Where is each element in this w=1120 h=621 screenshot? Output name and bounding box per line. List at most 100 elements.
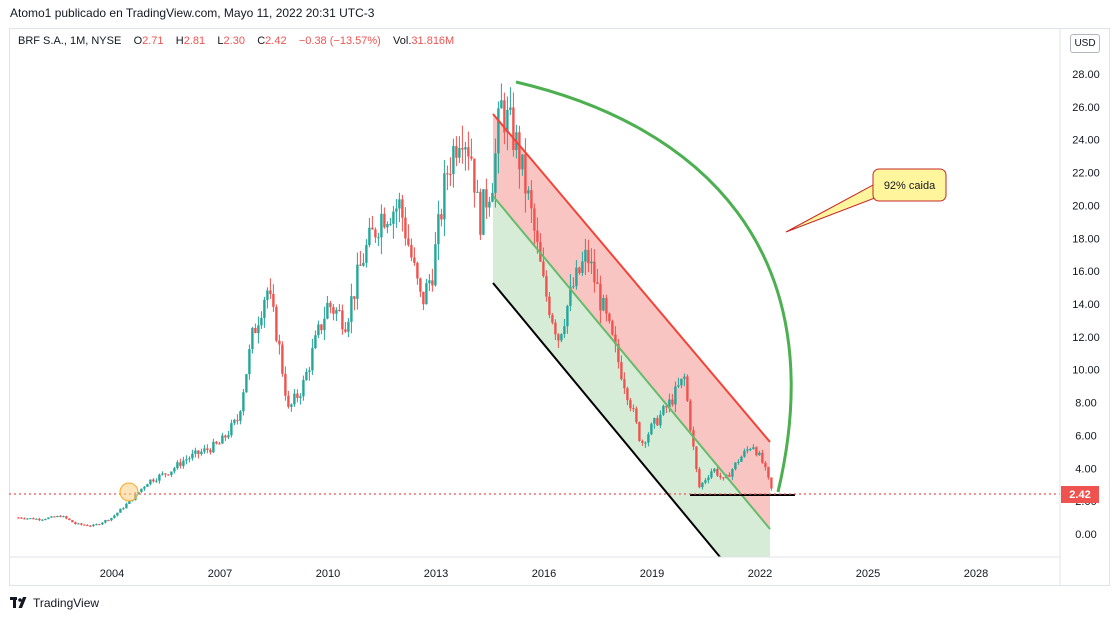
candle-body (668, 399, 671, 408)
candle-body (500, 100, 503, 109)
candle-body (242, 392, 245, 412)
candle-body (257, 325, 260, 334)
candle-body (170, 471, 173, 476)
candle-body (269, 290, 272, 295)
open-label: O (133, 35, 143, 47)
candle-body (716, 468, 719, 476)
y-tick-label: 24.00 (1072, 135, 1100, 147)
callout-text: 92% caida (884, 180, 936, 192)
candle-body (380, 213, 383, 238)
candle-body (671, 399, 674, 405)
y-tick-label: 4.00 (1075, 463, 1096, 475)
candle-body (326, 302, 329, 319)
candle-body (122, 508, 125, 510)
candle-body (347, 321, 350, 332)
y-tick-label: 12.00 (1072, 332, 1100, 344)
candle-body (149, 479, 152, 485)
candle-body (566, 305, 569, 327)
candle-body (659, 414, 662, 426)
candle-body (554, 322, 557, 335)
candle-body (194, 450, 197, 454)
candle-body (620, 362, 623, 380)
candle-body (17, 517, 20, 519)
candle-body (587, 249, 590, 264)
candle-body (44, 519, 47, 521)
candle-body (617, 344, 620, 363)
candle-body (128, 500, 131, 504)
volume-value: 31.816M (411, 35, 455, 47)
candle-body (284, 373, 287, 396)
candle-body (560, 334, 563, 341)
currency-button[interactable]: USD (1070, 34, 1100, 53)
candle-body (395, 208, 398, 212)
channel-upper-line (492, 113, 771, 443)
candle-body (308, 370, 311, 372)
candle-body (632, 408, 635, 410)
footer-brand[interactable]: TradingView (10, 596, 99, 610)
candle-body (683, 376, 686, 379)
candle-body (92, 524, 95, 526)
candle-body (446, 173, 449, 175)
highlight-circle (119, 482, 139, 502)
candle-body (161, 473, 164, 475)
candle-body (329, 302, 332, 308)
candles-layer (17, 83, 773, 527)
candle-body (344, 329, 347, 332)
candle-body (353, 296, 356, 299)
candle-body (23, 518, 26, 520)
candle-body (506, 109, 509, 133)
candle-body (155, 480, 158, 482)
candle-body (335, 309, 338, 314)
candle-body (551, 315, 554, 323)
candle-body (179, 462, 182, 466)
candle-body (470, 156, 473, 159)
footer-brand-text: TradingView (33, 596, 100, 610)
candle-body (581, 261, 584, 273)
candle-body (695, 446, 698, 470)
candle-body (737, 461, 740, 463)
candle-body (152, 479, 155, 482)
candle-body (443, 173, 446, 220)
candle-body (533, 208, 536, 231)
low-label: L (217, 35, 224, 47)
candle-body (557, 334, 560, 341)
candle-body (662, 405, 665, 415)
candle-body (302, 379, 305, 397)
candle-body (497, 108, 500, 154)
candle-body (458, 147, 461, 158)
candle-body (572, 286, 575, 288)
candle-body (245, 374, 248, 393)
candle-body (29, 518, 32, 520)
candle-body (146, 484, 149, 487)
candle-body (425, 283, 428, 305)
candle-body (710, 471, 713, 478)
last-price-tag (1061, 486, 1099, 503)
candle-body (374, 229, 377, 238)
x-tick-label: 2022 (748, 568, 772, 580)
callout-box (872, 168, 947, 202)
candle-body (200, 451, 203, 455)
candle-body (437, 214, 440, 245)
candle-body (80, 523, 83, 525)
drawings-layer: 92% caida (9, 80, 1060, 558)
candle-body (755, 447, 758, 456)
candle-body (101, 522, 104, 525)
chart-pane[interactable] (9, 28, 1110, 586)
y-tick-label: 18.00 (1072, 233, 1100, 245)
candle-body (350, 296, 353, 322)
candle-body (524, 154, 527, 194)
candle-body (476, 191, 479, 193)
axis-layer: 28.00 26.00 24.00 22.00 20.00 18.00 16.00 14.00… (9, 28, 1100, 586)
candle-body (650, 423, 653, 435)
candle-body (392, 211, 395, 224)
candle-body (116, 512, 119, 516)
candle-body (686, 376, 689, 401)
open-value: 2.71 (142, 35, 164, 47)
candle-body (611, 321, 614, 335)
candle-body (263, 299, 266, 319)
candle-body (209, 449, 212, 453)
high-label: H (175, 35, 184, 47)
candle-body (752, 447, 755, 449)
candle-body (452, 146, 455, 175)
